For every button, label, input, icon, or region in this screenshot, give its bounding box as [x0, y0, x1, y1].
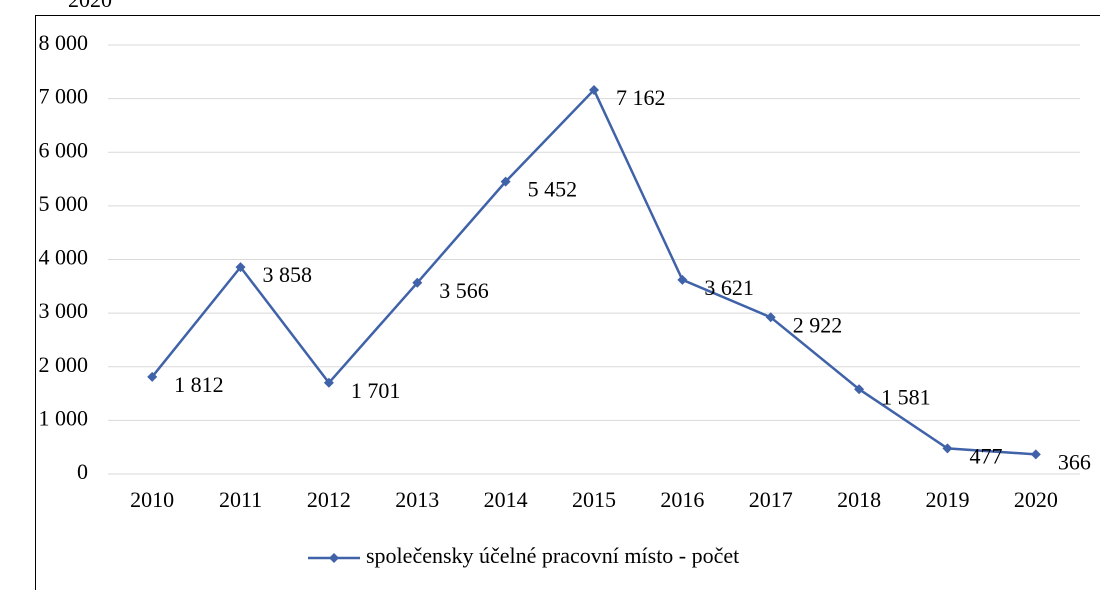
y-tick-label: 4 000	[39, 245, 89, 270]
point-marker	[677, 274, 688, 285]
y-tick-label: 7 000	[39, 84, 89, 109]
x-tick-label: 2015	[572, 487, 616, 512]
x-tick-label: 2019	[925, 487, 969, 512]
point-marker	[854, 384, 865, 395]
x-tick-label: 2016	[660, 487, 704, 512]
point-marker	[500, 176, 511, 187]
point-marker	[1030, 449, 1041, 460]
point-marker	[765, 312, 776, 323]
x-tick-label: 2018	[837, 487, 881, 512]
data-label: 5 452	[528, 177, 578, 202]
y-tick-label: 3 000	[39, 298, 89, 323]
chart-border	[35, 15, 1100, 590]
data-label: 1 701	[351, 378, 401, 403]
y-tick-label: 5 000	[39, 191, 89, 216]
legend-label: společensky účelné pracovní místo - poče…	[366, 543, 739, 568]
point-marker	[412, 277, 423, 288]
y-tick-label: 8 000	[39, 30, 89, 55]
point-marker	[323, 377, 334, 388]
data-label: 477	[969, 443, 1002, 468]
chart-title: 2020	[68, 0, 112, 12]
point-marker	[589, 84, 599, 95]
point-marker	[147, 371, 158, 382]
data-label: 3 566	[439, 278, 489, 303]
x-tick-label: 2014	[484, 487, 528, 512]
x-tick-label: 2011	[219, 487, 262, 512]
point-marker	[942, 443, 953, 454]
data-label: 366	[1058, 449, 1091, 474]
data-label: 1 581	[881, 384, 931, 409]
data-label: 3 858	[263, 262, 313, 287]
data-label: 2 922	[793, 312, 843, 337]
x-tick-label: 2017	[749, 487, 793, 512]
data-label: 7 162	[616, 85, 666, 110]
point-marker	[235, 262, 246, 273]
data-label: 1 812	[174, 372, 224, 397]
y-tick-label: 1 000	[39, 405, 89, 430]
x-tick-label: 2010	[130, 487, 174, 512]
y-tick-label: 6 000	[39, 137, 89, 162]
y-tick-label: 2 000	[39, 352, 89, 377]
x-tick-label: 2020	[1014, 487, 1058, 512]
x-tick-label: 2012	[307, 487, 351, 512]
x-tick-label: 2013	[395, 487, 439, 512]
legend-marker	[329, 553, 339, 563]
data-label: 3 621	[704, 275, 754, 300]
y-tick-label: 0	[77, 459, 88, 484]
